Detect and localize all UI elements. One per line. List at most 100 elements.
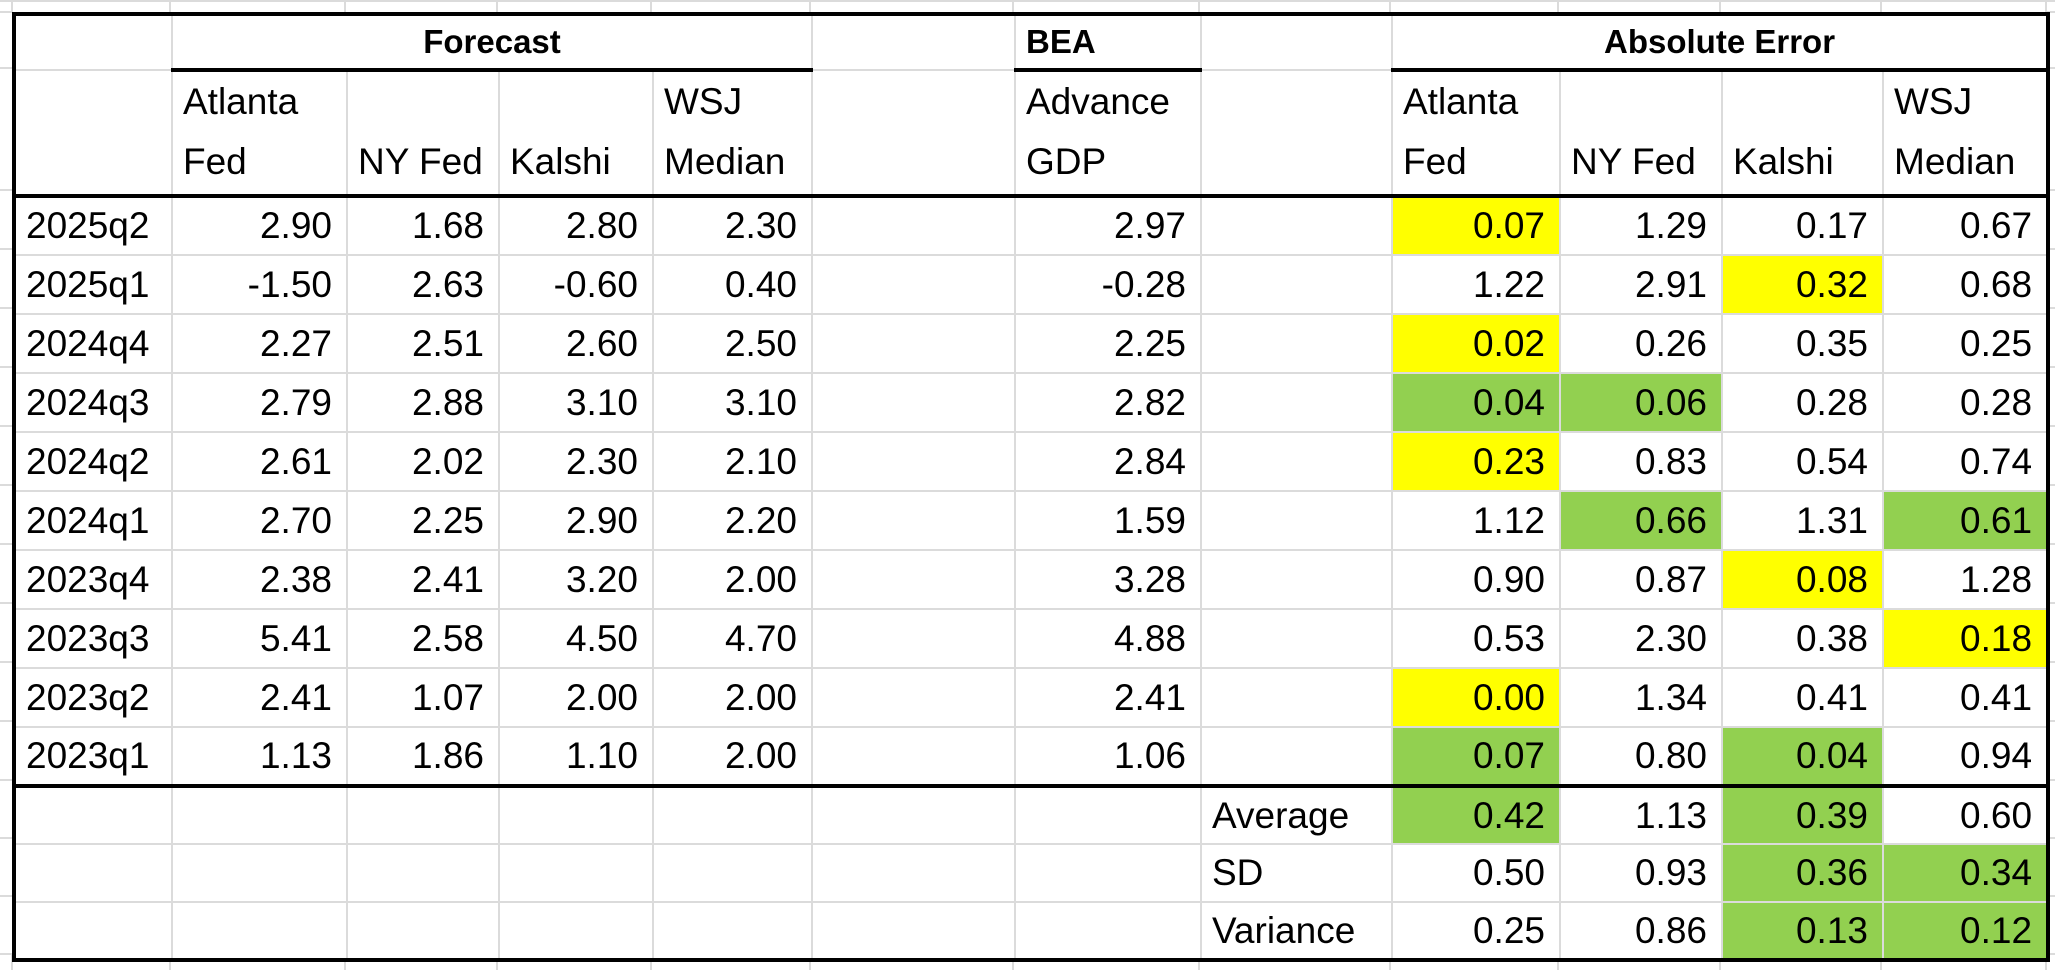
error-cell[interactable]: 1.31 [1721,489,1884,551]
gap-cell[interactable] [1200,489,1393,551]
error-cell[interactable]: 0.68 [1881,253,2050,315]
forecast-cell[interactable]: 2.00 [652,725,813,787]
error-cell[interactable]: 1.28 [1881,548,2050,610]
gap-cell[interactable] [811,725,1016,787]
summary-value-cell[interactable]: 0.12 [1881,900,2050,961]
gap-cell[interactable] [1200,13,1393,71]
row-label[interactable]: 2023q2 [13,666,173,728]
row-label[interactable]: 2023q4 [13,548,173,610]
bea-cell[interactable]: -0.28 [1014,253,1202,315]
bea-cell[interactable]: 3.28 [1014,548,1202,610]
summary-value-cell[interactable]: 0.25 [1391,900,1561,961]
bea-cell[interactable] [1014,842,1202,903]
forecast-cell[interactable] [498,842,654,903]
bea-cell[interactable]: 4.88 [1014,607,1202,669]
error-cell[interactable]: 0.61 [1881,489,2050,551]
gap-cell[interactable] [1200,430,1393,492]
row-label[interactable]: 2024q3 [13,371,173,433]
error-cell[interactable]: 1.29 [1559,194,1723,256]
error-cell[interactable]: 0.74 [1881,430,2050,492]
forecast-cell[interactable] [346,900,500,961]
gap-cell[interactable] [811,548,1016,610]
gap-cell[interactable] [1200,725,1393,787]
error-cell[interactable]: 0.67 [1881,194,2050,256]
bea-cell[interactable]: 1.59 [1014,489,1202,551]
gap-cell[interactable] [811,489,1016,551]
forecast-cell[interactable]: 2.30 [498,430,654,492]
forecast-cell[interactable]: 2.00 [652,666,813,728]
forecast-cell[interactable]: 2.58 [346,607,500,669]
gap-cell[interactable] [811,607,1016,669]
row-label[interactable] [13,842,173,903]
row-label[interactable]: 2024q4 [13,312,173,374]
forecast-cell[interactable]: -0.60 [498,253,654,315]
forecast-cell[interactable]: 1.86 [346,725,500,787]
bea-cell[interactable]: 2.82 [1014,371,1202,433]
error-cell[interactable]: 0.07 [1391,725,1561,787]
error-cell[interactable]: 0.02 [1391,312,1561,374]
gap-cell[interactable] [811,371,1016,433]
forecast-cell[interactable]: 2.90 [171,194,348,256]
forecast-column-header[interactable]: Atlanta Fed [171,69,348,198]
forecast-cell[interactable]: 2.51 [346,312,500,374]
forecast-cell[interactable]: 2.02 [346,430,500,492]
forecast-cell[interactable] [171,900,348,961]
forecast-cell[interactable]: 2.50 [652,312,813,374]
error-cell[interactable]: 0.17 [1721,194,1884,256]
forecast-cell[interactable] [652,783,813,845]
forecast-cell[interactable] [346,842,500,903]
gap-cell[interactable] [1200,194,1393,256]
error-cell[interactable]: 0.26 [1559,312,1723,374]
gap-cell[interactable] [811,842,1016,903]
error-cell[interactable]: 0.83 [1559,430,1723,492]
error-column-header[interactable]: Atlanta Fed [1391,69,1561,198]
error-cell[interactable]: 0.28 [1881,371,2050,433]
row-label[interactable]: 2025q1 [13,253,173,315]
gap-cell[interactable] [811,69,1016,198]
bea-cell[interactable]: 1.06 [1014,725,1202,787]
bea-cell[interactable]: 2.41 [1014,666,1202,728]
gap-cell[interactable] [1200,607,1393,669]
row-label[interactable]: 2024q2 [13,430,173,492]
error-cell[interactable]: 0.18 [1881,607,2050,669]
summary-label[interactable]: Variance [1200,900,1393,961]
error-column-header[interactable]: NY Fed [1559,69,1723,198]
forecast-cell[interactable]: 4.50 [498,607,654,669]
forecast-cell[interactable]: 2.20 [652,489,813,551]
bea-cell[interactable] [1014,900,1202,961]
forecast-cell[interactable]: 1.13 [171,725,348,787]
row-label[interactable]: 2025q2 [13,194,173,256]
summary-value-cell[interactable]: 0.39 [1721,783,1884,845]
forecast-cell[interactable]: 2.63 [346,253,500,315]
error-cell[interactable]: 0.41 [1881,666,2050,728]
summary-value-cell[interactable]: 0.34 [1881,842,2050,903]
forecast-cell[interactable]: 0.40 [652,253,813,315]
forecast-cell[interactable]: 1.68 [346,194,500,256]
forecast-cell[interactable] [346,783,500,845]
forecast-cell[interactable]: 3.20 [498,548,654,610]
forecast-group-header[interactable]: Forecast [171,13,813,72]
error-cell[interactable]: 0.41 [1721,666,1884,728]
forecast-cell[interactable]: 2.27 [171,312,348,374]
row-label[interactable]: 2023q1 [13,725,173,787]
row-label[interactable] [13,900,173,961]
error-cell[interactable]: 0.04 [1721,725,1884,787]
gap-cell[interactable] [811,312,1016,374]
forecast-cell[interactable]: 3.10 [498,371,654,433]
error-cell[interactable]: 1.12 [1391,489,1561,551]
error-cell[interactable]: 0.04 [1391,371,1561,433]
summary-value-cell[interactable]: 0.13 [1721,900,1884,961]
error-cell[interactable]: 0.28 [1721,371,1884,433]
forecast-cell[interactable]: 5.41 [171,607,348,669]
error-cell[interactable]: 0.32 [1721,253,1884,315]
bea-group-header[interactable]: BEA [1014,13,1202,72]
row-label[interactable]: 2023q3 [13,607,173,669]
gap-cell[interactable] [1200,666,1393,728]
forecast-cell[interactable]: 2.38 [171,548,348,610]
forecast-cell[interactable]: 1.07 [346,666,500,728]
error-cell[interactable]: 0.08 [1721,548,1884,610]
forecast-cell[interactable]: 2.90 [498,489,654,551]
error-cell[interactable]: 0.66 [1559,489,1723,551]
bea-cell[interactable]: 2.97 [1014,194,1202,256]
summary-value-cell[interactable]: 0.36 [1721,842,1884,903]
